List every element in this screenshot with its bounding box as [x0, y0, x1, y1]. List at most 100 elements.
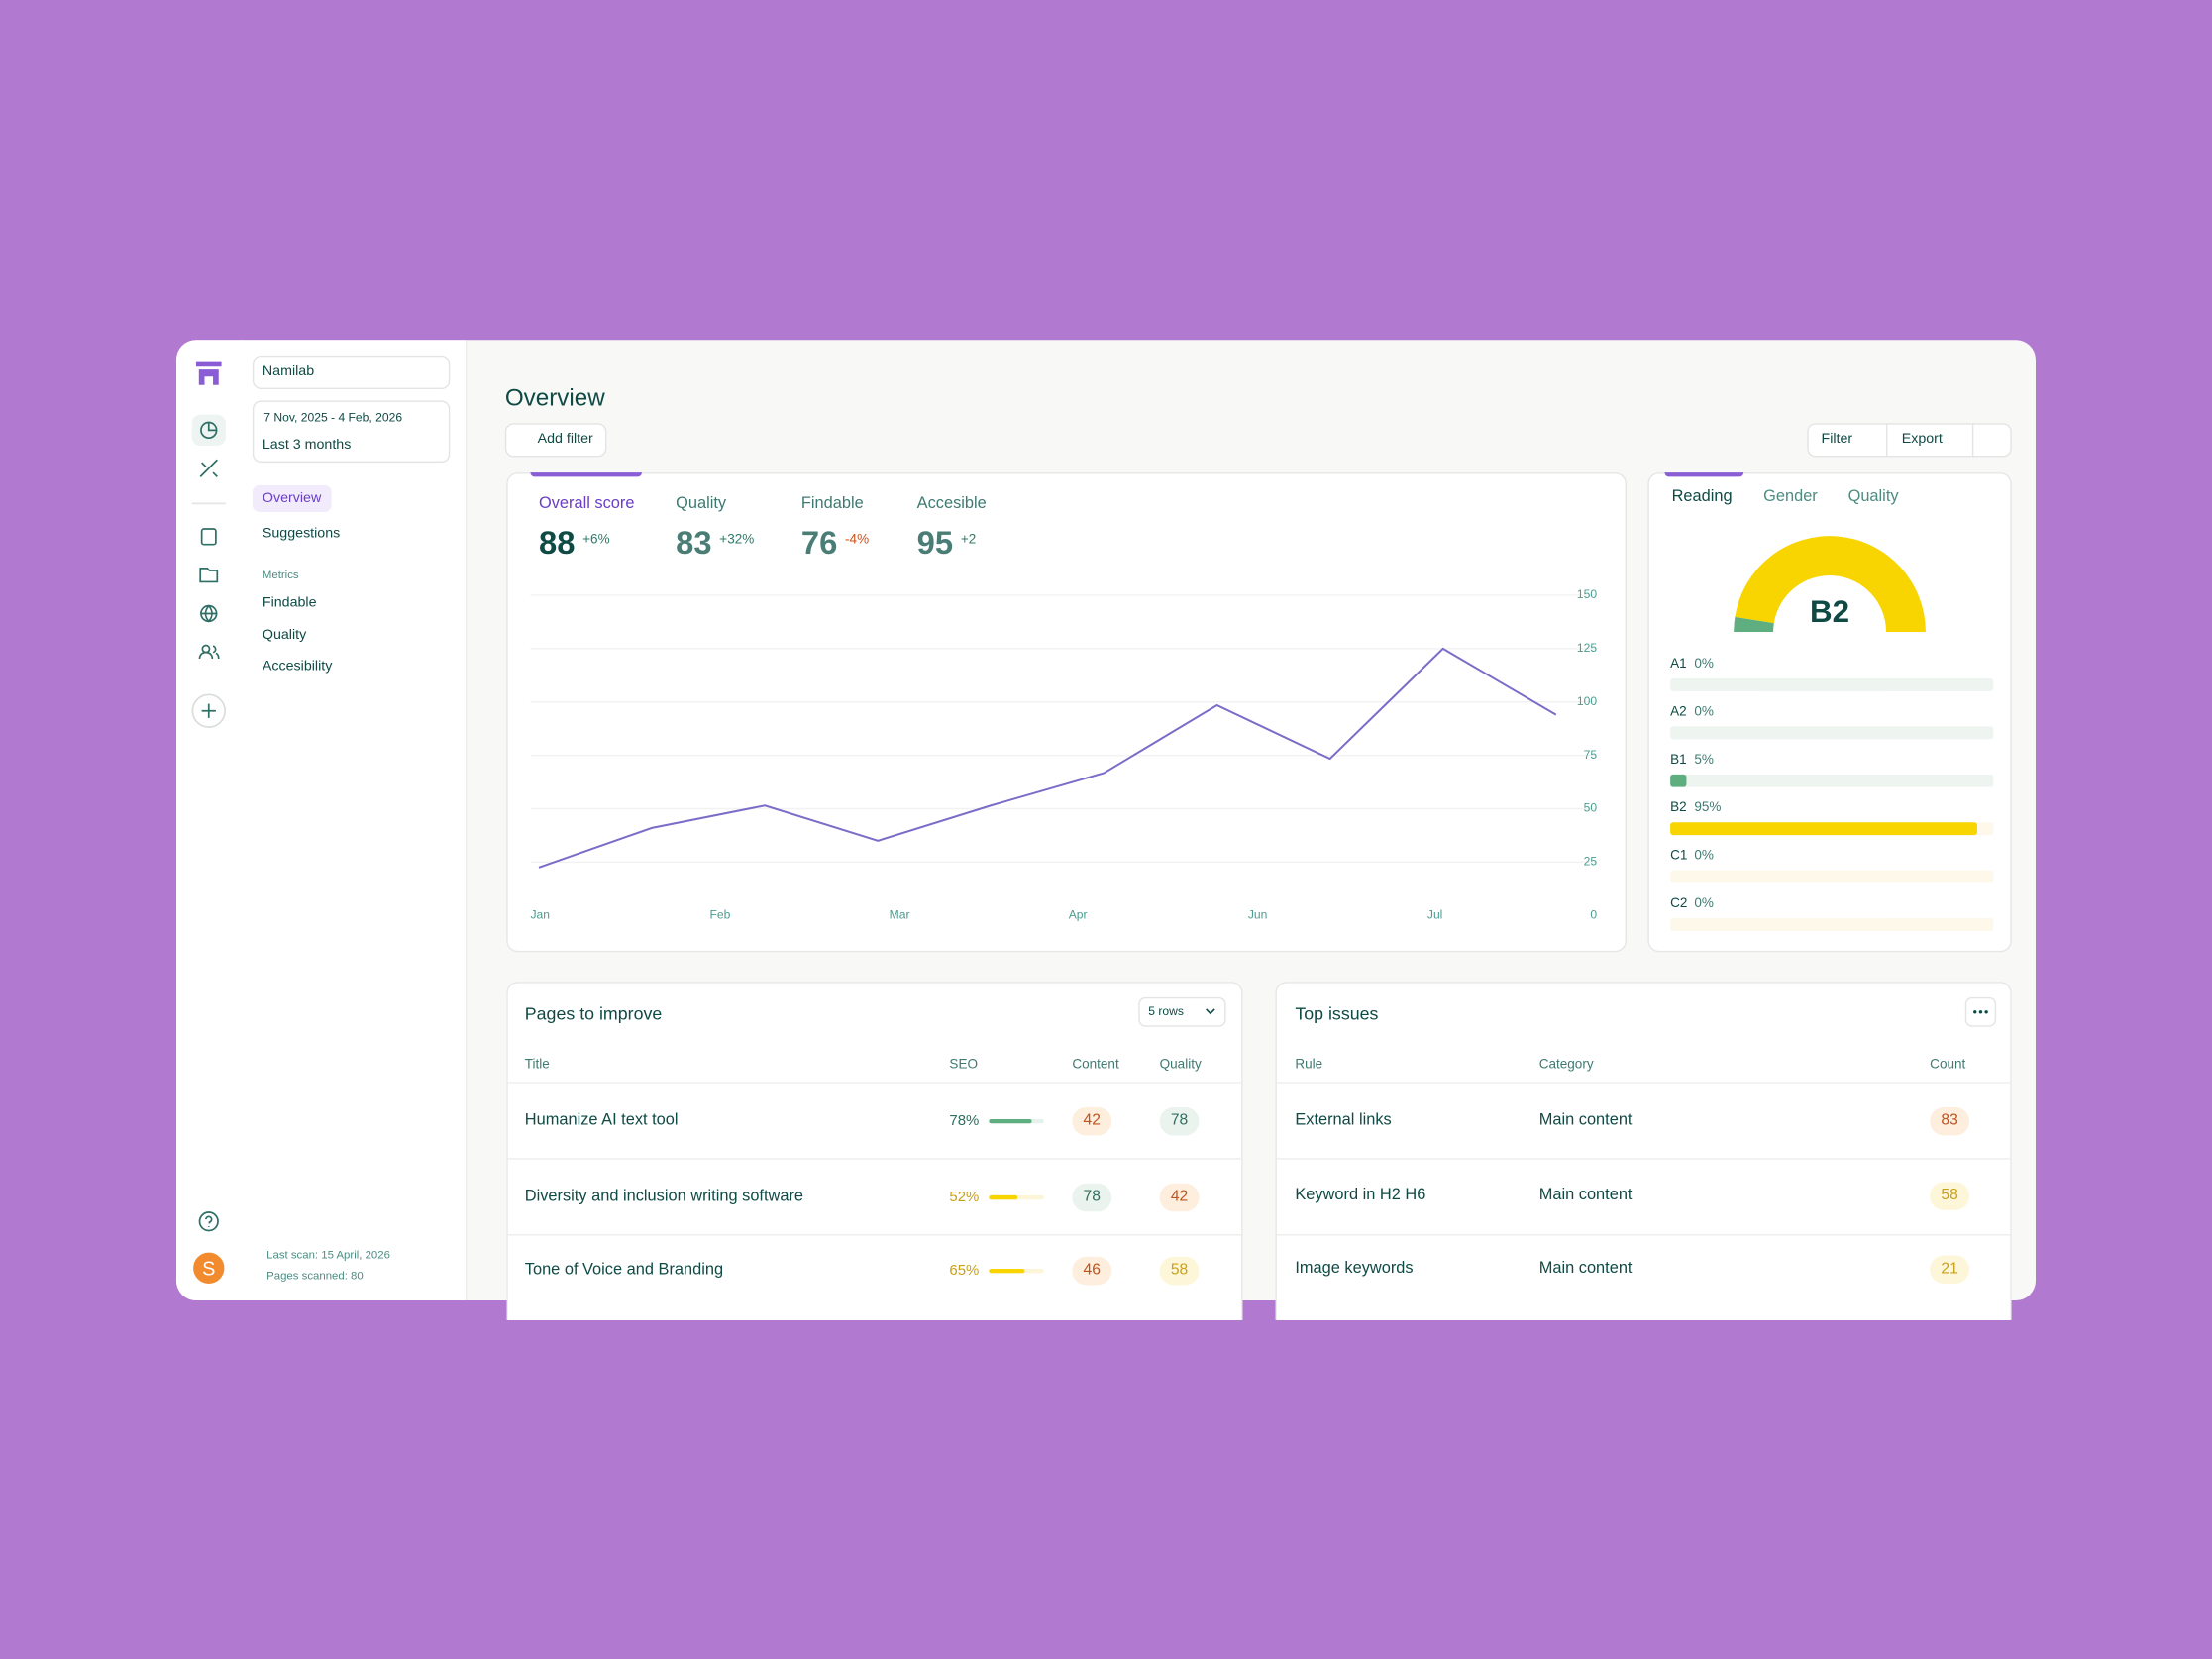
score-value: 76	[800, 524, 838, 562]
badge-bg	[1930, 1106, 1970, 1136]
badge: 21	[1941, 1260, 1958, 1278]
avatar-letter: S	[202, 1256, 216, 1280]
score-value: 83	[676, 524, 712, 562]
y-tick-label: 50	[1584, 801, 1598, 815]
issue-rule[interactable]: External links	[1295, 1111, 1392, 1129]
row-divider	[507, 1234, 1242, 1236]
nav-active-bg	[252, 484, 332, 512]
level-name: A1	[1670, 656, 1687, 673]
pages-title: Pages to improve	[524, 1003, 663, 1024]
folder-icon[interactable]	[199, 568, 219, 583]
level-name: A2	[1670, 703, 1687, 720]
divider	[1971, 423, 1974, 458]
issues-card	[1275, 982, 2012, 1320]
badge: 58	[1941, 1187, 1958, 1204]
score-label: Quality	[676, 495, 727, 513]
level-percent: 0%	[1694, 895, 1714, 912]
column-header: SEO	[949, 1057, 978, 1073]
nav-item[interactable]: Suggestions	[262, 525, 341, 542]
row-divider	[1276, 1082, 2011, 1084]
filter-button[interactable]: Filter	[1821, 431, 1853, 448]
badge-bg	[1930, 1182, 1970, 1210]
x-tick-label: Feb	[710, 907, 731, 921]
level-name: C2	[1670, 895, 1688, 912]
score-value: 95	[916, 524, 954, 562]
y-tick-label: 100	[1577, 694, 1597, 708]
score-delta: +32%	[719, 532, 755, 548]
add-filter-button[interactable]	[504, 423, 607, 458]
reading-tab[interactable]: Reading	[1671, 488, 1733, 506]
badge: 78	[1170, 1111, 1189, 1130]
metrics-heading: Metrics	[262, 568, 299, 581]
export-button[interactable]: Export	[1901, 431, 1943, 448]
level-bar	[1670, 774, 1687, 787]
score-label: Accesible	[916, 495, 987, 513]
score-delta: -4%	[845, 532, 870, 548]
more-dot	[1978, 1010, 1983, 1014]
workspace-select[interactable]	[252, 355, 451, 390]
seo-label: 78%	[949, 1112, 980, 1130]
nav-item[interactable]: Accesibility	[262, 659, 333, 674]
tools-icon[interactable]	[199, 459, 218, 477]
badge: 83	[1941, 1111, 1958, 1130]
help-part	[205, 1215, 213, 1227]
add-filter: Add filter	[537, 431, 593, 448]
nav-item[interactable]: Findable	[262, 594, 317, 611]
issue-category: Main content	[1538, 1260, 1633, 1278]
doc-icon[interactable]	[200, 528, 217, 546]
column-header: Quality	[1159, 1057, 1202, 1073]
level-track	[1670, 726, 1994, 740]
level-percent: 0%	[1694, 656, 1714, 673]
badge-bg	[1072, 1106, 1112, 1136]
level-name: B1	[1670, 752, 1687, 769]
chevron	[1206, 1008, 1215, 1015]
y-tick-label: 25	[1584, 855, 1598, 869]
issue-rule[interactable]: Image keywords	[1295, 1260, 1414, 1278]
users-part	[198, 645, 220, 660]
gauge-segment	[1734, 616, 1774, 633]
avatar[interactable]	[193, 1252, 225, 1284]
reading-tab[interactable]: Gender	[1763, 488, 1818, 506]
page-title[interactable]: Tone of Voice and Branding	[524, 1261, 724, 1279]
badge-bg	[1159, 1106, 1200, 1136]
rows-select[interactable]	[1138, 996, 1226, 1027]
page-title[interactable]: Humanize AI text tool	[524, 1111, 679, 1129]
globe-part	[200, 605, 217, 623]
gauge-level: B2	[1810, 594, 1849, 629]
y-tick-label: 0	[1590, 907, 1597, 921]
divider	[1886, 423, 1888, 458]
logo	[195, 361, 222, 385]
level-name: C1	[1670, 848, 1688, 864]
column-header: Content	[1072, 1057, 1119, 1073]
issue-category: Main content	[1538, 1111, 1633, 1129]
add-button[interactable]	[191, 693, 227, 728]
reading-accent	[1664, 472, 1744, 477]
more-dot	[1973, 1010, 1977, 1014]
x-tick-label: Mar	[890, 907, 910, 921]
reading-tab[interactable]: Quality	[1847, 488, 1899, 506]
badge: 42	[1170, 1188, 1189, 1205]
badge-bg	[1072, 1183, 1112, 1212]
badge-bg	[1930, 1255, 1970, 1284]
x-tick-label: Jul	[1427, 907, 1442, 921]
nav-item[interactable]: Quality	[262, 627, 307, 643]
level-track	[1670, 918, 1994, 931]
issue-rule[interactable]: Keyword in H2 H6	[1295, 1187, 1426, 1204]
score-delta: +2	[960, 532, 977, 548]
plus	[201, 703, 216, 718]
more-dot	[1984, 1010, 1988, 1014]
pages-card	[506, 982, 1243, 1320]
badge: 42	[1083, 1111, 1101, 1130]
page-title[interactable]: Diversity and inclusion writing software	[524, 1188, 804, 1205]
date-select[interactable]	[252, 400, 451, 464]
help-icon[interactable]	[198, 1211, 219, 1232]
nav-item[interactable]: Overview	[262, 490, 322, 507]
x-tick-label: Apr	[1069, 907, 1088, 921]
chart-card	[506, 472, 1627, 953]
toolbar	[1807, 423, 2012, 458]
seo-bar	[989, 1194, 1018, 1200]
y-tick-label: 150	[1577, 587, 1597, 601]
more-button[interactable]	[1964, 996, 1997, 1027]
